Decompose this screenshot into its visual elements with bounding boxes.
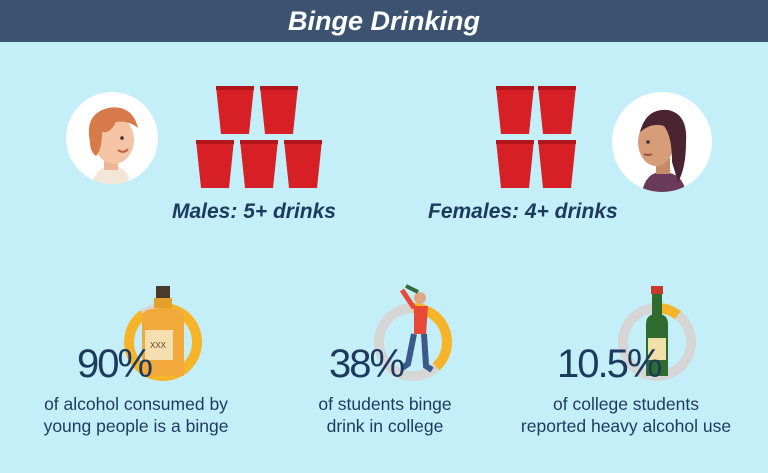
stat-1-graphic: XXX <box>124 286 202 381</box>
stat-3-description: of college students reported heavy alcoh… <box>508 393 744 437</box>
females-label: Females: 4+ drinks <box>428 200 618 223</box>
stat-1-description: of alcohol consumed by young people is a… <box>30 393 242 437</box>
wine-bottle-icon <box>646 286 668 376</box>
stat-2-description: of students binge drink in college <box>300 393 470 437</box>
male-avatar <box>66 92 158 184</box>
female-avatar <box>612 92 712 192</box>
stat-2-line-2: drink in college <box>326 416 444 436</box>
stat-2-line-1: of students binge <box>318 394 452 414</box>
stat-3-line-2: reported heavy alcohol use <box>520 416 732 436</box>
female-cups-icon <box>496 86 576 188</box>
male-face-icon <box>88 107 138 184</box>
males-label: Males: 5+ drinks <box>172 200 336 223</box>
drinking-student-icon <box>399 284 434 373</box>
stat-2-graphic <box>374 284 452 381</box>
stat-1-line-1: of alcohol consumed by <box>44 394 228 414</box>
page-title: Binge Drinking <box>287 6 480 36</box>
svg-text:XXX: XXX <box>150 341 167 350</box>
whiskey-bottle-icon: XXX <box>142 286 184 376</box>
stat-2-value: 38% <box>329 342 405 386</box>
stat-1-line-2: young people is a binge <box>43 416 229 436</box>
female-face-icon <box>638 109 687 192</box>
stat-1-value: 90% <box>77 342 153 386</box>
male-cups-icon <box>196 86 322 188</box>
stat-3-line-1: of college students <box>553 394 699 414</box>
header-bar: Binge Drinking <box>0 0 768 42</box>
stat-3-value: 10.5% <box>557 342 662 386</box>
stat-3-graphic <box>618 286 696 381</box>
